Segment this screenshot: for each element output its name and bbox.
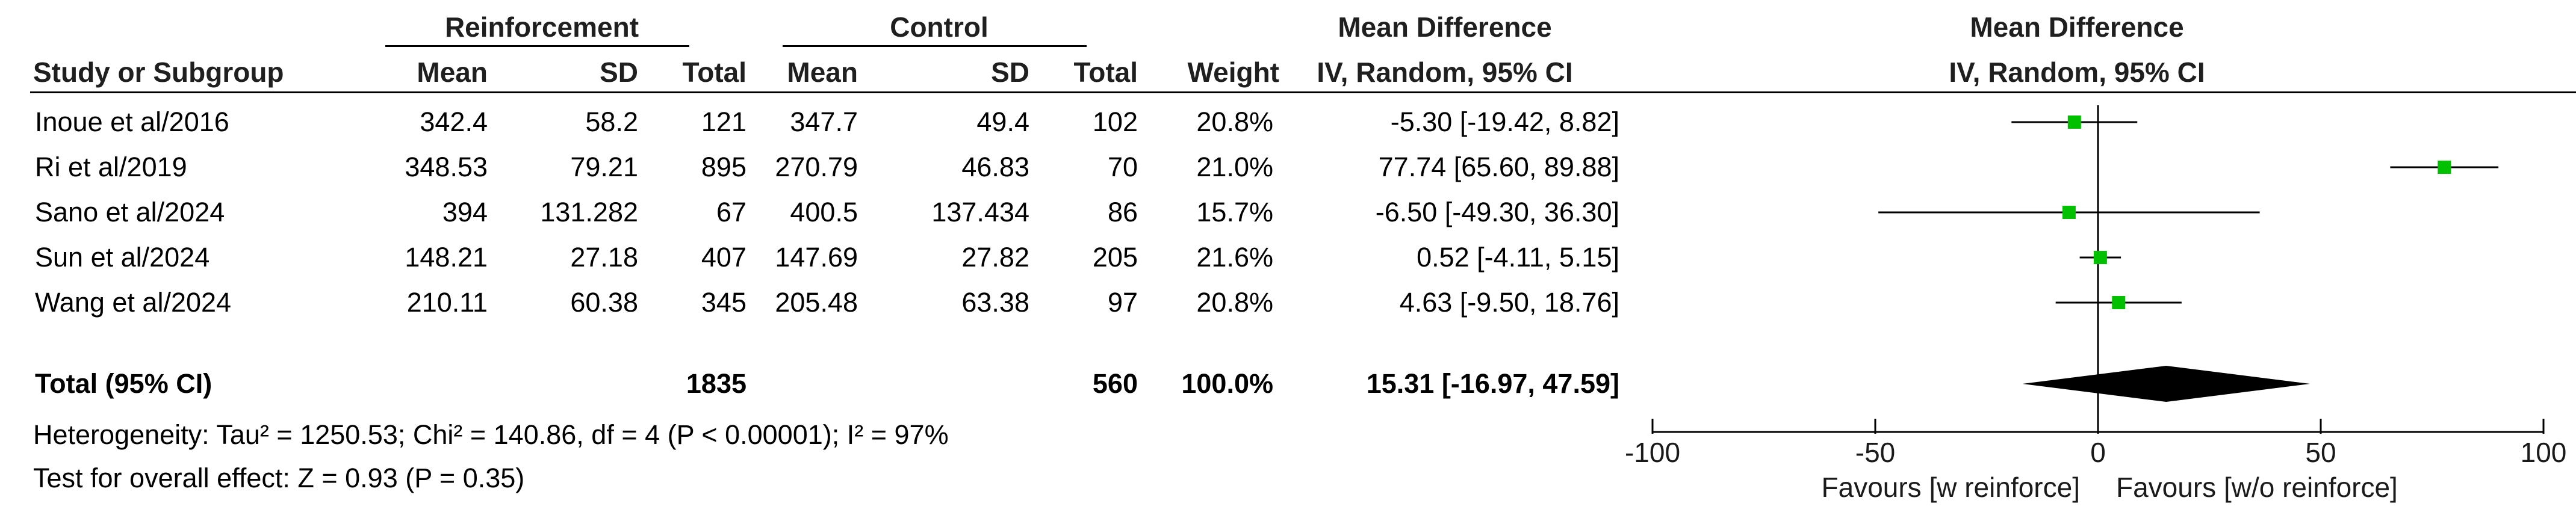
- row-c-sd: 63.38: [961, 287, 1029, 318]
- group-header-reinforcement: Reinforcement: [444, 11, 639, 43]
- pooled-diamond: [2022, 366, 2311, 402]
- row-c-sd: 27.82: [961, 242, 1029, 273]
- row-c-mean: 205.48: [775, 287, 858, 318]
- row-weight: 20.8%: [1196, 287, 1273, 318]
- row-c-mean: 270.79: [775, 152, 858, 182]
- row-ci: -5.30 [-19.42, 8.82]: [1390, 106, 1619, 137]
- effect-point: [2093, 251, 2107, 264]
- row-r-total: 121: [701, 106, 746, 137]
- row-r-mean: 348.53: [405, 152, 488, 182]
- row-c-sd: 46.83: [961, 152, 1029, 182]
- plot-title: Mean Difference: [1970, 11, 2184, 43]
- total-r-total: 1835: [686, 368, 746, 399]
- row-r-mean: 394: [442, 197, 488, 227]
- row-r-sd: 131.282: [540, 197, 638, 227]
- row-c-total: 70: [1107, 152, 1138, 182]
- row-ci: -6.50 [-49.30, 36.30]: [1375, 197, 1619, 227]
- row-r-mean: 342.4: [420, 106, 488, 137]
- effect-header-top: Mean Difference: [1338, 11, 1552, 43]
- col-header-study: Study or Subgroup: [33, 57, 284, 88]
- row-weight: 21.6%: [1196, 242, 1273, 273]
- effect-point: [2112, 296, 2126, 309]
- total-ci: 15.31 [-16.97, 47.59]: [1366, 368, 1619, 399]
- overall-effect-text: Test for overall effect: Z = 0.93 (P = 0…: [33, 463, 525, 493]
- col-header-c-total: Total: [1073, 57, 1138, 88]
- col-header-r-mean: Mean: [417, 57, 488, 88]
- row-r-total: 345: [701, 287, 746, 318]
- row-weight: 15.7%: [1196, 197, 1273, 227]
- header-rule: [30, 91, 2576, 93]
- x-tick-label: -100: [1625, 437, 1680, 468]
- x-tick-label: 100: [2521, 437, 2567, 468]
- col-header-weight: Weight: [1187, 57, 1279, 88]
- x-label-left: Favours [w reinforce]: [1822, 472, 2080, 503]
- x-label-right: Favours [w/o reinforce]: [2116, 472, 2398, 503]
- row-c-mean: 347.7: [790, 106, 858, 137]
- row-study-name: Sano et al/2024: [35, 197, 225, 227]
- row-r-mean: 148.21: [405, 242, 488, 273]
- x-tick-label: 0: [2090, 437, 2106, 468]
- group-header-control: Control: [890, 11, 989, 43]
- row-c-total: 97: [1107, 287, 1138, 318]
- heterogeneity-text: Heterogeneity: Tau² = 1250.53; Chi² = 14…: [33, 419, 949, 450]
- col-header-c-mean: Mean: [787, 57, 858, 88]
- row-r-sd: 27.18: [570, 242, 638, 273]
- total-c-total: 560: [1092, 368, 1138, 399]
- row-study-name: Ri et al/2019: [35, 152, 187, 182]
- row-study-name: Inoue et al/2016: [35, 106, 229, 137]
- row-r-total: 67: [716, 197, 746, 227]
- row-ci: 4.63 [-9.50, 18.76]: [1399, 287, 1619, 318]
- x-tick-label: 50: [2305, 437, 2336, 468]
- row-weight: 20.8%: [1196, 106, 1273, 137]
- row-study-name: Wang et al/2024: [35, 287, 232, 318]
- effect-point: [2067, 116, 2081, 129]
- effect-point: [2062, 206, 2076, 219]
- row-r-sd: 58.2: [585, 106, 638, 137]
- row-r-sd: 60.38: [570, 287, 638, 318]
- col-header-ci: IV, Random, 95% CI: [1317, 57, 1573, 88]
- row-r-total: 407: [701, 242, 746, 273]
- col-header-r-total: Total: [682, 57, 746, 88]
- row-r-sd: 79.21: [570, 152, 638, 182]
- row-weight: 21.0%: [1196, 152, 1273, 182]
- row-r-total: 895: [701, 152, 746, 182]
- row-r-mean: 210.11: [406, 287, 488, 318]
- col-header-c-sd: SD: [991, 57, 1029, 88]
- row-c-total: 102: [1092, 106, 1138, 137]
- effect-point: [2438, 161, 2451, 174]
- row-c-mean: 400.5: [790, 197, 858, 227]
- row-c-mean: 147.69: [775, 242, 858, 273]
- row-c-sd: 137.434: [931, 197, 1029, 227]
- row-study-name: Sun et al/2024: [35, 242, 210, 273]
- row-c-total: 86: [1107, 197, 1138, 227]
- row-c-sd: 49.4: [976, 106, 1029, 137]
- row-c-total: 205: [1092, 242, 1138, 273]
- plot-subtitle: IV, Random, 95% CI: [1949, 57, 2205, 88]
- row-ci: 0.52 [-4.11, 5.15]: [1417, 242, 1619, 273]
- row-ci: 77.74 [65.60, 89.88]: [1378, 152, 1619, 182]
- col-header-r-sd: SD: [600, 57, 638, 88]
- x-tick-label: -50: [1855, 437, 1895, 468]
- total-weight: 100.0%: [1181, 368, 1273, 399]
- group-underline-control: [783, 45, 1087, 47]
- group-underline-reinforcement: [385, 45, 689, 47]
- total-label: Total (95% CI): [35, 368, 213, 399]
